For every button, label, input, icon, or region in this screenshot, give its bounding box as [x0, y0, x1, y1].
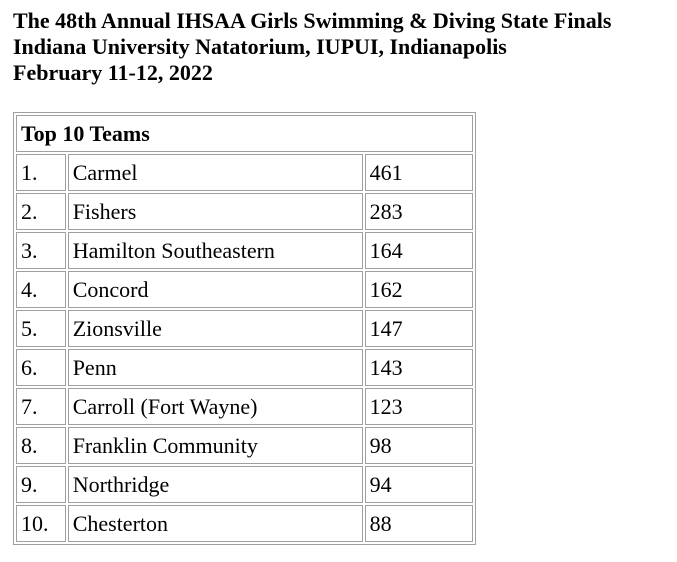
table-title: Top 10 Teams [16, 115, 473, 152]
points-cell: 123 [364, 388, 473, 425]
rank-cell: 10. [16, 505, 66, 542]
rank-cell: 8. [16, 427, 66, 464]
table-row: 7. Carroll (Fort Wayne) 123 [16, 388, 473, 425]
points-cell: 461 [364, 154, 473, 191]
points-cell: 94 [364, 466, 473, 503]
event-title: The 48th Annual IHSAA Girls Swimming & D… [13, 8, 612, 33]
table-row: 8. Franklin Community 98 [16, 427, 473, 464]
table-row: 10. Chesterton 88 [16, 505, 473, 542]
team-cell: Northridge [67, 466, 363, 503]
points-cell: 143 [364, 349, 473, 386]
team-cell: Chesterton [67, 505, 363, 542]
team-cell: Fishers [67, 193, 363, 230]
table-row: 1. Carmel 461 [16, 154, 473, 191]
table-row: 3. Hamilton Southeastern 164 [16, 232, 473, 269]
rank-cell: 3. [16, 232, 66, 269]
top-teams-table: Top 10 Teams 1. Carmel 461 2. Fishers 283 3. Ha… [13, 112, 476, 545]
rank-cell: 6. [16, 349, 66, 386]
table-title-row: Top 10 Teams [16, 115, 473, 152]
points-cell: 98 [364, 427, 473, 464]
points-cell: 283 [364, 193, 473, 230]
team-cell: Concord [67, 271, 363, 308]
table-row: 6. Penn 143 [16, 349, 473, 386]
points-cell: 88 [364, 505, 473, 542]
rank-cell: 4. [16, 271, 66, 308]
rank-cell: 1. [16, 154, 66, 191]
table-row: 9. Northridge 94 [16, 466, 473, 503]
page-header: The 48th Annual IHSAA Girls Swimming & D… [13, 8, 611, 86]
team-cell: Hamilton Southeastern [67, 232, 363, 269]
table-row: 5. Zionsville 147 [16, 310, 473, 347]
table-row: 2. Fishers 283 [16, 193, 473, 230]
points-cell: 164 [364, 232, 473, 269]
rank-cell: 9. [16, 466, 66, 503]
table-body: 1. Carmel 461 2. Fishers 283 3. Hamilton Southe… [16, 154, 473, 542]
team-cell: Carroll (Fort Wayne) [67, 388, 363, 425]
team-cell: Franklin Community [67, 427, 363, 464]
date-line: February 11-12, 2022 [13, 60, 213, 85]
rank-cell: 2. [16, 193, 66, 230]
rank-cell: 7. [16, 388, 66, 425]
team-cell: Zionsville [67, 310, 363, 347]
table-row: 4. Concord 162 [16, 271, 473, 308]
points-cell: 162 [364, 271, 473, 308]
team-cell: Carmel [67, 154, 363, 191]
team-cell: Penn [67, 349, 363, 386]
points-cell: 147 [364, 310, 473, 347]
venue-line: Indiana University Natatorium, IUPUI, In… [13, 34, 507, 59]
rank-cell: 5. [16, 310, 66, 347]
